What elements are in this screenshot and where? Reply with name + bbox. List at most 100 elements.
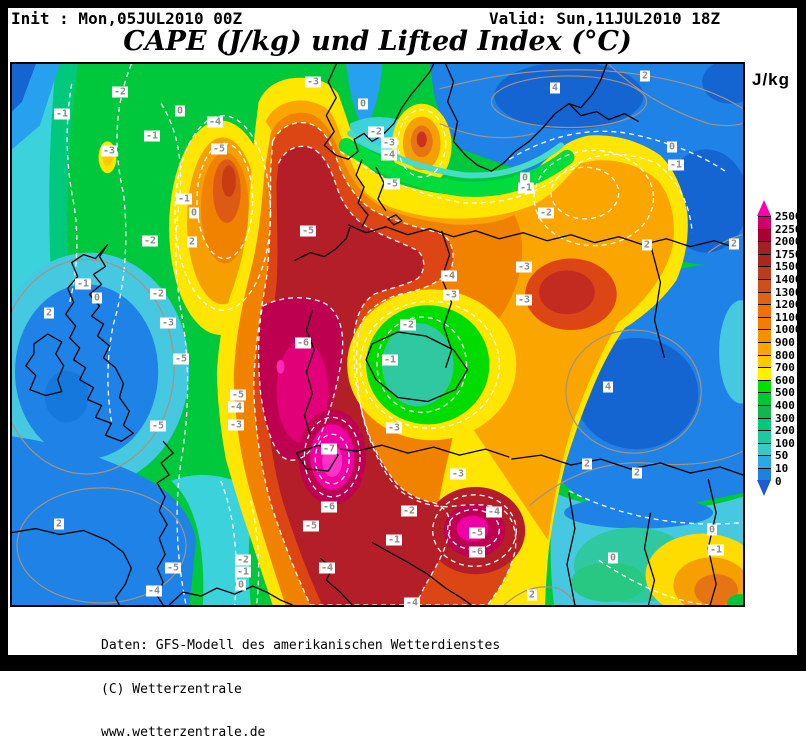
legend-segment [758,392,771,405]
lifted-index-label: -5 [210,143,228,155]
legend-level-label: 1750 [775,247,802,261]
lifted-index-label: -3 [449,468,467,480]
init-time-label: Init : Mon,05JUL2010 00Z [11,9,243,28]
legend-unit-label: J/kg [752,70,791,89]
lifted-index-label: -2 [399,319,417,331]
lifted-index-label: -6 [294,337,312,349]
lifted-index-label: -2 [149,288,167,300]
legend-segment [758,278,771,292]
lifted-index-label: -1 [517,182,535,194]
legend-segment [758,430,771,443]
legend-level-label: 50 [775,449,789,463]
lifted-index-label: -3 [159,317,177,329]
lifted-index-contours-positive [12,64,743,605]
legend-segment [758,404,771,418]
legend-segment [758,455,771,468]
lifted-index-label: -3 [380,137,398,149]
lifted-index-label: -7 [320,443,338,455]
lifted-index-label: -4 [485,506,503,518]
lifted-index-label: -1 [667,159,685,171]
lifted-index-label: 2 [728,238,740,250]
lifted-index-label: -1 [74,278,92,290]
legend-level-label: 800 [775,348,795,362]
lifted-index-label: -1 [385,534,403,546]
valid-time-label: Valid: Sun,11JUL2010 18Z [489,9,721,28]
lifted-index-label: 2 [631,467,643,479]
lifted-index-label: 2 [186,236,198,248]
lifted-index-label: 0 [357,98,369,110]
lifted-index-label: -4 [145,585,163,597]
lifted-index-label: -3 [100,145,118,157]
lifted-index-label: -3 [304,76,322,88]
lifted-index-label: 0 [666,141,678,153]
lifted-index-label: -1 [175,193,193,205]
website-line: www.wetterzentrale.de [101,725,266,740]
lifted-index-label: -2 [141,235,159,247]
lifted-index-label: 2 [53,518,65,530]
color-scale-legend: J/kg 2500 2250 2000 1750 1500 1400 1300 1200 110… [752,70,804,497]
lifted-index-label: 4 [549,82,561,94]
legend-level-label: 1300 [775,285,802,299]
lifted-index-label: -5 [299,225,317,237]
legend-segment [758,228,771,242]
lifted-index-label: -4 [403,597,421,609]
legend-level-label: 300 [775,411,795,425]
lifted-index-label: -4 [206,116,224,128]
cape-lifted-index-map [12,64,743,605]
lifted-index-label: -4 [440,270,458,282]
lifted-index-label: -1 [53,108,71,120]
lifted-index-label: -1 [143,130,161,142]
legend-level-label: 900 [775,336,795,349]
attribution-footer: Daten: GFS-Modell des amerikanischen Wet… [101,610,500,755]
lifted-index-label: 2 [526,589,538,601]
legend-segment [758,316,771,330]
lifted-index-label: -2 [367,126,385,138]
legend-level-label: 400 [775,399,795,412]
lifted-index-label: -5 [229,389,247,401]
legend-level-label: 10 [775,462,789,475]
legend-arrow-up [757,200,771,216]
data-source-line: Daten: GFS-Modell des amerikanischen Wet… [101,638,501,653]
lifted-index-label: 2 [639,70,651,82]
legend-segment [758,304,771,317]
legend-level-label: 0 [775,474,782,488]
lifted-index-label: -3 [515,261,533,273]
legend-segment [758,367,771,380]
lifted-index-contours-negative [66,64,743,605]
lifted-index-label: -2 [537,207,555,219]
lifted-index-label: -5 [468,527,486,539]
lifted-index-label: -3 [442,289,460,301]
lifted-index-label: 0 [607,552,619,564]
lifted-index-label: -3 [227,419,245,431]
lifted-index-label: 2 [581,458,593,470]
legend-arrow-down [757,480,771,497]
lifted-index-label: 2 [43,307,55,319]
lifted-index-label: -6 [468,546,486,558]
lifted-index-label: 0 [174,105,186,117]
lifted-index-label: 0 [519,172,531,184]
legend-level-label: 1100 [775,310,802,324]
lifted-index-label: -4 [380,149,398,161]
lifted-index-label: -3 [385,422,403,434]
legend-level-label: 200 [775,424,795,438]
lifted-index-label: 0 [91,292,103,304]
legend-colorbar: 2500 2250 2000 1750 1500 1400 1300 1200 1100 1000… [757,200,802,497]
legend-level-label: 1000 [775,323,802,337]
chart-title: CAPE (J/kg) und Lifted Index (°C) [123,26,632,57]
legend-segment [758,253,771,267]
lifted-index-label: 0 [235,579,247,591]
legend-level-label: 600 [775,373,795,387]
lifted-index-label: -5 [383,178,401,190]
legend-segment [758,379,771,393]
lifted-index-label: -1 [381,354,399,366]
cape-fill-regions [12,64,743,605]
lifted-index-label: 2 [641,239,653,251]
lifted-index-label: -2 [400,505,418,517]
legend-segment [758,417,771,431]
legend-segment [758,354,771,368]
legend-segment [758,241,771,254]
weather-map: -2 -1 0 -4 -5 -3 -1 -1 0 2 -2 -3 0 -2 -3 -4 -5 -5 2 4 0 -1 0 -1… [10,62,745,609]
legend-level-label: 1500 [775,260,802,274]
legend-level-label: 2250 [775,222,802,236]
